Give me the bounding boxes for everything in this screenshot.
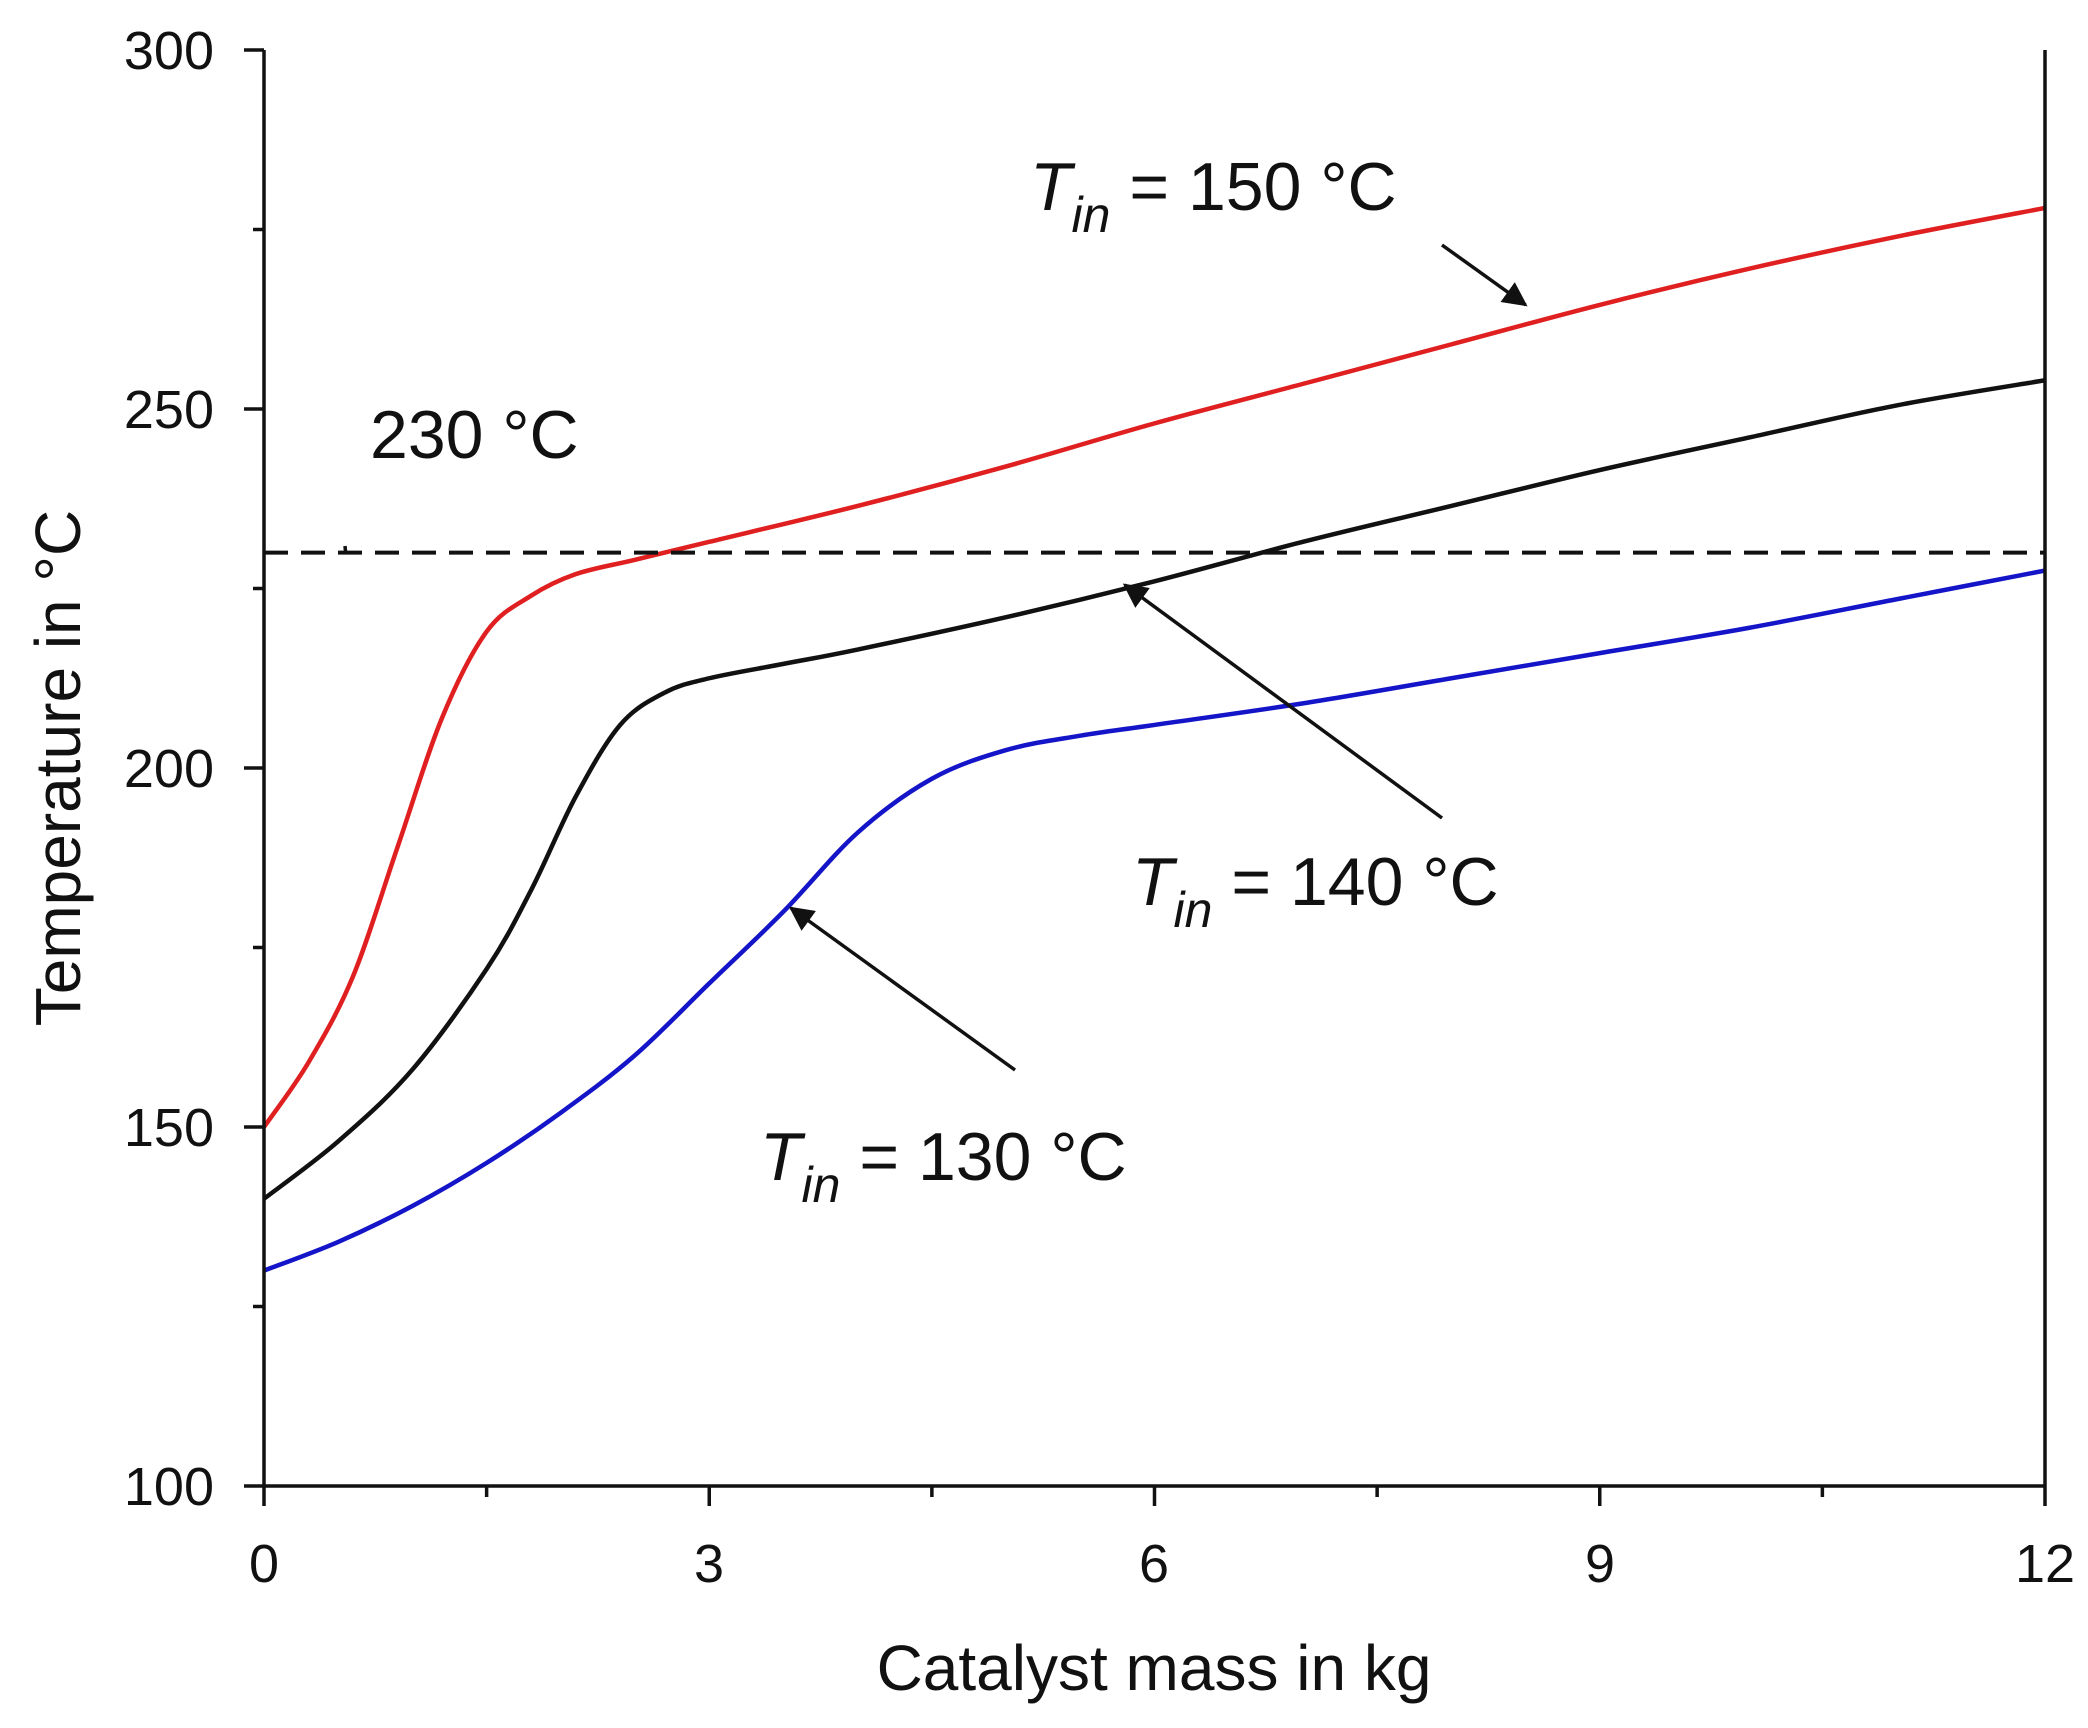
x-tick-label: 12 bbox=[2015, 1534, 2075, 1594]
y-tick-label: 300 bbox=[124, 21, 214, 81]
annotation-subscript: in bbox=[802, 1157, 841, 1213]
annotation-value: = 130 °C bbox=[840, 1119, 1126, 1195]
annotation-label-130: Tin = 130 °C bbox=[760, 1119, 1127, 1213]
x-tick-label: 6 bbox=[1139, 1534, 1169, 1594]
annotation-value: = 140 °C bbox=[1212, 844, 1498, 920]
y-axis-title: Temperature in °C bbox=[22, 510, 94, 1026]
annotation-arrows bbox=[343, 243, 1528, 1072]
y-tick-label: 100 bbox=[124, 1457, 214, 1517]
y-tick-label: 250 bbox=[124, 380, 214, 440]
annotation-arrow bbox=[1440, 243, 1528, 307]
annotation-arrow bbox=[1122, 583, 1444, 820]
series-line bbox=[262, 205, 2046, 1129]
tick-layer bbox=[244, 48, 2047, 1506]
series-layer bbox=[262, 205, 2046, 1273]
x-tick-label: 0 bbox=[249, 1534, 279, 1594]
annotation-subscript: in bbox=[1072, 187, 1111, 243]
annotation-label-150: Tin = 150 °C bbox=[1030, 149, 1397, 243]
x-tick-label: 9 bbox=[1585, 1534, 1615, 1594]
series-line bbox=[263, 568, 2046, 1273]
annotation-arrow bbox=[788, 906, 1017, 1072]
annotation-label-230: 230 °C bbox=[370, 397, 579, 473]
series-line bbox=[262, 378, 2046, 1201]
x-axis-title: Catalyst mass in kg bbox=[877, 1632, 1432, 1704]
x-tick-label: 3 bbox=[694, 1534, 724, 1594]
annotation-value: = 150 °C bbox=[1110, 149, 1396, 225]
y-tick-label: 200 bbox=[124, 739, 214, 799]
annotation-symbol: T bbox=[1030, 149, 1076, 225]
annotation-arrow bbox=[343, 545, 348, 553]
annotation-symbol: T bbox=[1132, 844, 1178, 920]
annotation-label-140: Tin = 140 °C bbox=[1132, 844, 1499, 938]
annotation-subscript: in bbox=[1174, 882, 1213, 938]
y-tick-label: 150 bbox=[124, 1098, 214, 1158]
annotation-symbol: T bbox=[760, 1119, 806, 1195]
